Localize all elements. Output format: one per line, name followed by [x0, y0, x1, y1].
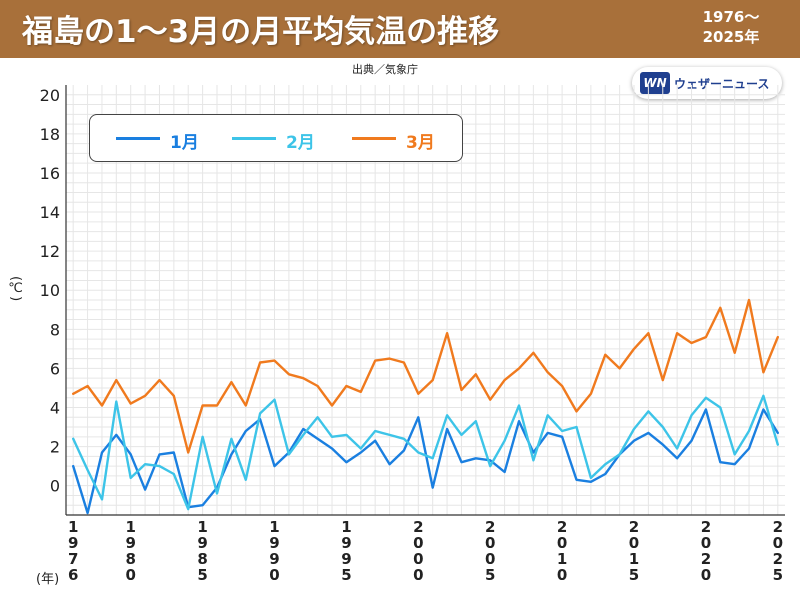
y-tick-label: 4	[50, 399, 60, 418]
y-tick-label: 6	[50, 359, 60, 378]
legend-label-feb: 2月	[286, 133, 315, 153]
series-line-mar	[71, 298, 779, 454]
y-tick-label: 12	[40, 242, 60, 261]
legend-swatch-mar	[352, 137, 396, 140]
y-tick-label: 14	[40, 203, 60, 222]
y-tick-label: 8	[50, 320, 60, 339]
legend-label-jan: 1月	[170, 133, 199, 153]
chart-year-range: 1976〜 2025年	[702, 8, 760, 46]
y-tick-label: 0	[50, 477, 60, 496]
source-text: 出典／気象庁	[352, 63, 418, 76]
legend-swatch-feb	[232, 137, 276, 140]
weathernews-logo: WN ウェザーニュース	[632, 67, 782, 99]
y-tick-label: 18	[40, 125, 60, 144]
y-tick-label: 10	[40, 281, 60, 300]
legend-swatch-jan	[116, 137, 160, 140]
y-tick-label: 20	[40, 86, 60, 105]
y-axis-unit: (℃)	[8, 276, 23, 302]
title-bar: 福島の1〜3月の月平均気温の推移 1976〜 2025年	[0, 0, 800, 58]
legend-label-mar: 3月	[406, 133, 435, 153]
y-tick-label: 16	[40, 164, 60, 183]
series-line-jan	[71, 408, 779, 515]
x-axis-unit: (年)	[36, 572, 60, 587]
logo-text: ウェザーニュース	[674, 77, 770, 91]
legend: 1月 2月 3月	[89, 114, 463, 162]
y-tick-label: 2	[50, 438, 60, 457]
series-line-feb	[71, 394, 779, 511]
chart-title: 福島の1〜3月の月平均気温の推移	[22, 14, 500, 50]
